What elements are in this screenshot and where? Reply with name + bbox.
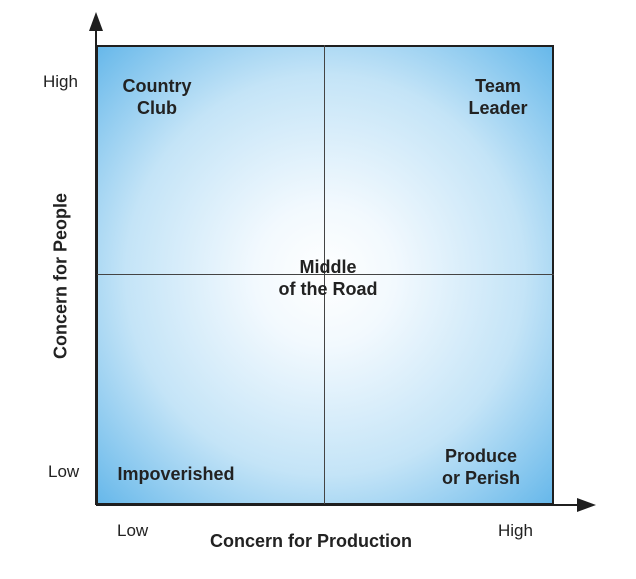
horizontal-divider bbox=[96, 274, 554, 275]
grid-background bbox=[96, 45, 554, 505]
x-axis-arrow bbox=[577, 498, 596, 512]
y-axis-title: Concern for People bbox=[50, 192, 71, 360]
quadrant-country-club: Country Club bbox=[122, 76, 192, 118]
quadrant-team-leader: Team Leader bbox=[468, 76, 528, 118]
quadrant-middle-of-the-road: Middle of the Road bbox=[278, 257, 378, 299]
y-axis-arrow bbox=[89, 12, 103, 31]
y-tick-high: High bbox=[43, 72, 78, 91]
x-tick-high: High bbox=[498, 521, 533, 540]
x-tick-low: Low bbox=[117, 521, 149, 540]
vertical-divider bbox=[324, 45, 325, 505]
x-axis-title: Concern for Production bbox=[210, 531, 412, 551]
quadrant-produce-or-perish: Produce or Perish bbox=[441, 446, 521, 488]
quadrant-impoverished: Impoverished bbox=[117, 464, 235, 484]
y-tick-low: Low bbox=[48, 462, 80, 481]
